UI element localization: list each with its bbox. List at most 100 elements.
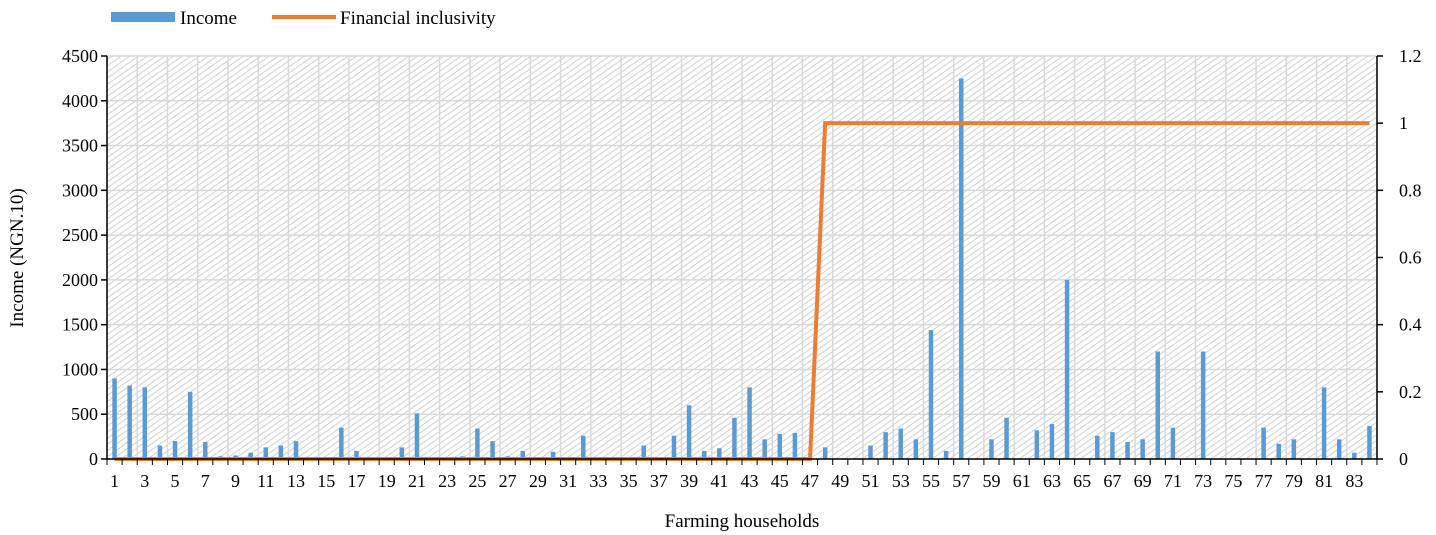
income-bar — [414, 413, 420, 459]
income-bar — [172, 441, 178, 459]
x-tick-label: 63 — [1043, 471, 1061, 491]
income-bar — [701, 450, 707, 459]
income-bar — [520, 450, 526, 459]
income-bar — [112, 378, 117, 459]
x-tick-label: 21 — [408, 471, 426, 491]
income-bar — [1336, 439, 1342, 459]
x-tick-label: 23 — [438, 471, 456, 491]
y-tick-label: 3000 — [62, 180, 98, 200]
y2-tick-label: 0 — [1399, 449, 1408, 469]
y-tick-label: 2500 — [62, 225, 98, 245]
x-tick-label: 43 — [741, 471, 759, 491]
x-tick-label: 15 — [317, 471, 335, 491]
income-bar — [1155, 351, 1161, 459]
x-tick-label: 17 — [347, 471, 365, 491]
x-tick-label: 9 — [231, 471, 240, 491]
income-bar — [868, 445, 873, 459]
income-bar — [989, 439, 994, 459]
income-bar — [928, 330, 934, 459]
legend-label-income: Income — [180, 8, 237, 29]
x-tick-label: 73 — [1194, 471, 1212, 491]
x-tick-label: 39 — [680, 471, 698, 491]
x-tick-label: 19 — [378, 471, 396, 491]
y-tick-label: 4500 — [62, 46, 98, 66]
x-tick-label: 45 — [771, 471, 789, 491]
income-bar — [475, 428, 480, 459]
y2-axis-tick-labels: 0 0.2 0.4 0.6 0.8 1 1.2 — [1399, 46, 1422, 469]
income-bar — [777, 433, 783, 459]
income-bar — [339, 427, 344, 459]
income-bar — [747, 387, 752, 459]
x-tick-label: 1 — [110, 471, 119, 491]
x-tick-label: 65 — [1073, 471, 1091, 491]
y-tick-label: 0 — [89, 449, 98, 469]
income-bar — [822, 447, 828, 459]
x-tick-label: 29 — [529, 471, 547, 491]
x-axis-title: Farming households — [665, 511, 820, 532]
x-tick-label: 3 — [140, 471, 149, 491]
x-tick-label: 41 — [710, 471, 728, 491]
income-bar — [792, 433, 798, 459]
income-bar — [142, 387, 148, 459]
y2-tick-label: 0.4 — [1399, 315, 1422, 335]
y-tick-label: 1000 — [62, 359, 98, 379]
income-bar — [127, 385, 132, 459]
x-tick-label: 11 — [257, 471, 274, 491]
legend: Income Financial inclusivity — [111, 8, 496, 29]
income-bar — [641, 445, 646, 459]
income-bar — [943, 450, 949, 459]
income-bar — [1291, 439, 1297, 459]
y-tick-label: 2000 — [62, 270, 98, 290]
income-bar — [898, 428, 903, 459]
income-bar — [686, 405, 692, 459]
x-tick-label: 67 — [1103, 471, 1121, 491]
x-tick-label: 77 — [1255, 471, 1273, 491]
income-bar — [1261, 427, 1266, 459]
y-tick-label: 3500 — [62, 136, 98, 156]
income-bar — [1200, 351, 1206, 459]
legend-swatch-income — [111, 12, 175, 22]
income-bar — [187, 391, 193, 459]
y2-tick-label: 1.2 — [1399, 46, 1422, 66]
x-tick-label: 57 — [952, 471, 970, 491]
x-tick-label: 47 — [801, 471, 819, 491]
x-tick-label: 61 — [1013, 471, 1031, 491]
x-axis-tick-labels: 1 3 5 7 9 11 13 15 17 19 21 23 25 27 29 31 33 35 37 39 41 43 4… — [110, 471, 1363, 491]
income-bar — [490, 441, 495, 459]
income-bar — [354, 450, 359, 459]
income-bar — [581, 435, 586, 459]
income-bar — [293, 441, 299, 459]
y-tick-label: 500 — [71, 404, 98, 424]
income-bar — [1034, 430, 1040, 459]
legend-label-financial-inclusivity: Financial inclusivity — [340, 8, 496, 29]
x-tick-label: 53 — [892, 471, 910, 491]
income-bar — [1110, 432, 1115, 459]
income-bar — [1170, 427, 1176, 459]
income-bar — [671, 435, 677, 459]
income-bar — [550, 451, 556, 459]
income-bar — [399, 447, 405, 459]
income-bar — [883, 432, 888, 459]
x-tick-label: 59 — [982, 471, 1000, 491]
x-tick-label: 25 — [468, 471, 486, 491]
x-tick-label: 33 — [589, 471, 607, 491]
income-bar — [1064, 279, 1070, 459]
x-tick-label: 51 — [862, 471, 880, 491]
y-axis-tick-labels: 0 500 1000 1500 2000 2500 3000 3500 4000 4500 — [62, 46, 98, 469]
x-tick-label: 75 — [1224, 471, 1242, 491]
income-bar — [1367, 425, 1372, 459]
income-bar — [1004, 417, 1009, 459]
y2-tick-label: 1 — [1399, 113, 1408, 133]
x-tick-label: 13 — [287, 471, 305, 491]
x-tick-label: 31 — [559, 471, 577, 491]
y2-tick-label: 0.2 — [1399, 382, 1422, 402]
income-bar — [717, 448, 722, 459]
y2-tick-label: 0.6 — [1399, 248, 1422, 268]
axes — [101, 55, 1383, 465]
x-tick-label: 71 — [1164, 471, 1182, 491]
x-tick-label: 37 — [650, 471, 668, 491]
y-tick-label: 1500 — [62, 315, 98, 335]
income-bar — [203, 441, 208, 459]
income-bar — [1095, 435, 1100, 459]
income-bar — [1049, 424, 1055, 459]
